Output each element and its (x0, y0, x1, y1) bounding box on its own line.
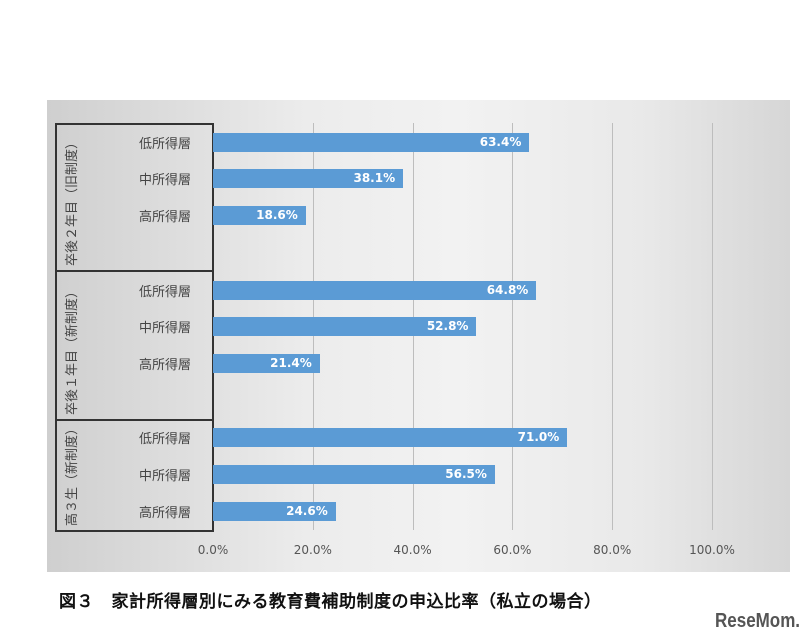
bar: 63.4% (213, 133, 530, 152)
category-label: 中所得層 (138, 173, 191, 188)
category-label: 低所得層 (138, 137, 191, 152)
data-label: 38.1% (353, 171, 396, 185)
data-label: 18.6% (256, 208, 298, 222)
bar: 56.5% (213, 465, 495, 484)
category-label: 高所得層 (138, 210, 191, 225)
group-label: 高３生（新制度） (65, 421, 80, 526)
gridline (612, 123, 614, 530)
plot-area (47, 100, 790, 572)
bar: 21.4% (213, 354, 320, 373)
group-label: 卒後２年目（旧制度） (65, 135, 80, 266)
resemom-logo: ReseMom. (714, 610, 800, 632)
bar: 38.1% (213, 169, 404, 188)
gridline (712, 123, 713, 530)
category-label: 中所得層 (138, 469, 191, 484)
category-label: 低所得層 (138, 432, 191, 447)
category-label: 低所得層 (138, 285, 191, 300)
category-label: 中所得層 (138, 321, 191, 336)
bar: 52.8% (213, 317, 477, 336)
data-label: 56.5% (445, 467, 487, 481)
category-label: 高所得層 (138, 506, 191, 521)
data-label: 71.0% (517, 430, 560, 444)
group-label: 卒後１年目（新制度） (65, 284, 80, 415)
data-label: 52.8% (426, 319, 469, 333)
data-label: 63.4% (479, 135, 522, 149)
x-tick-label: 60.0% (493, 543, 532, 557)
data-label: 21.4% (270, 356, 312, 370)
bar: 18.6% (213, 206, 306, 225)
category-label: 高所得層 (138, 358, 191, 373)
x-tick-label: 80.0% (593, 543, 632, 557)
data-label: 24.6% (286, 504, 328, 518)
x-tick-label: 0.0% (197, 543, 229, 557)
x-tick-label: 20.0% (293, 543, 332, 557)
x-tick-label: 100.0% (689, 543, 735, 557)
x-tick-label: 40.0% (393, 543, 432, 557)
bar: 71.0% (213, 428, 568, 447)
bar: 64.8% (213, 281, 537, 300)
bar: 24.6% (213, 502, 336, 521)
gridline (512, 123, 514, 530)
chart-title: 図３ 家計所得層別にみる教育費補助制度の申込比率（私立の場合） (59, 592, 602, 612)
data-label: 64.8% (486, 283, 529, 297)
